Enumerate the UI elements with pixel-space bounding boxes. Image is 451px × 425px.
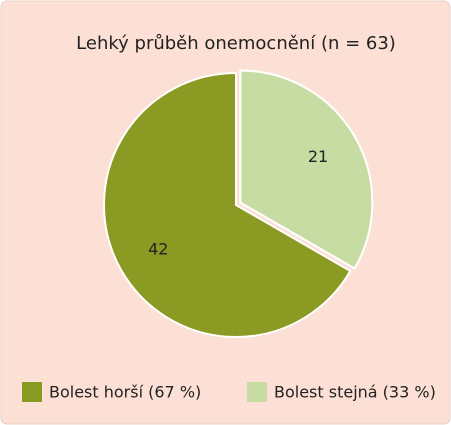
legend-swatch bbox=[22, 382, 42, 402]
legend-label: Bolest stejná (33 %) bbox=[274, 383, 436, 402]
data-label: 42 bbox=[148, 239, 168, 258]
legend-swatch bbox=[247, 382, 267, 402]
chart-title: Lehký průběh onemocnění (n = 63) bbox=[76, 33, 396, 54]
data-label: 21 bbox=[308, 147, 328, 166]
pie-slice bbox=[103, 71, 352, 338]
pie-slice bbox=[239, 69, 374, 270]
legend-label: Bolest horší (67 %) bbox=[49, 383, 201, 402]
